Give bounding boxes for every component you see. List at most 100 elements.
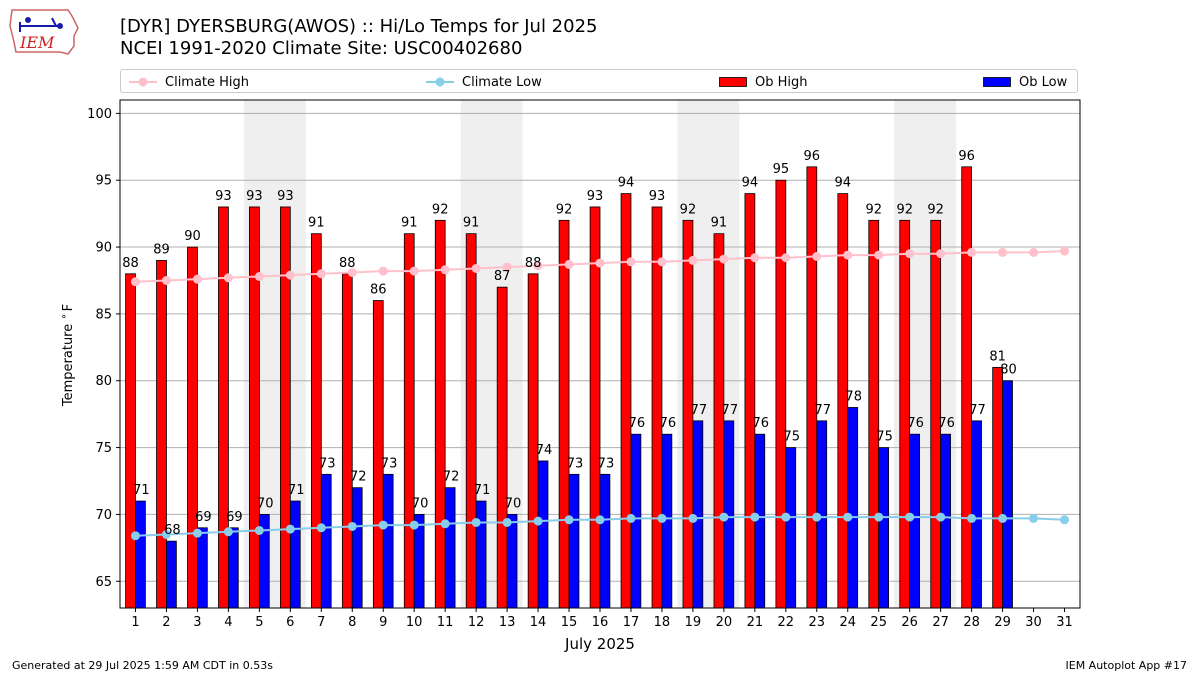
bar-ob-high-day-15: [558, 219, 570, 609]
label-ob-high-day-11: 92: [432, 202, 449, 217]
y-tick-label-75: 75: [95, 441, 112, 456]
climate-low-point-day-10: [409, 520, 419, 530]
bar-ob-low-day-22: [785, 447, 797, 609]
label-ob-low-day-9: 73: [381, 456, 398, 471]
label-ob-high-day-18: 93: [649, 189, 666, 204]
climate-low-point-day-20: [719, 512, 729, 522]
y-axis-label: Temperature ∘F: [59, 304, 76, 407]
legend-ob-low-label: Ob Low: [1019, 74, 1068, 90]
x-tick-label-17: 17: [623, 615, 640, 630]
bar-ob-high-day-11: [434, 219, 446, 609]
climate-lines: [130, 246, 1070, 541]
label-ob-low-day-13: 70: [505, 496, 522, 511]
bar-ob-low-day-1: [135, 500, 146, 609]
climate-low-point-day-12: [471, 517, 481, 527]
title-line-1: [DYR] DYERSBURG(AWOS) :: Hi/Lo Temps for…: [120, 16, 598, 37]
label-ob-high-day-7: 91: [308, 216, 325, 231]
bar-ob-low-day-11: [444, 487, 456, 609]
iem-logo: IEM: [9, 9, 79, 55]
label-ob-low-day-11: 72: [443, 470, 460, 485]
label-ob-low-day-19: 77: [691, 403, 708, 418]
x-tick-label-3: 3: [193, 615, 201, 630]
legend-ob-high: Ob High: [719, 73, 808, 91]
label-ob-low-day-16: 73: [598, 456, 615, 471]
label-ob-low-day-1: 71: [133, 483, 150, 498]
climate-low-point-day-24: [843, 512, 853, 522]
climate-high-point-day-11: [440, 265, 450, 275]
label-ob-high-day-28: 96: [958, 149, 975, 164]
bar-ob-high-day-7: [310, 233, 322, 609]
legend-ob-low: Ob Low: [983, 73, 1067, 91]
x-tick-label-18: 18: [654, 615, 671, 630]
label-ob-low-day-4: 69: [226, 510, 243, 525]
label-ob-high-day-19: 92: [680, 202, 697, 217]
x-tick-label-25: 25: [870, 615, 887, 630]
label-ob-high-day-8: 88: [339, 256, 356, 271]
climate-low-point-day-31: [1060, 515, 1070, 525]
bar-ob-high-day-29: [992, 366, 1003, 609]
x-tick-label-28: 28: [963, 615, 980, 630]
climate-high-point-day-20: [719, 254, 729, 264]
climate-high-point-day-28: [967, 247, 977, 257]
climate-low-point-day-4: [223, 527, 233, 537]
climate-low-point-day-2: [161, 529, 171, 539]
x-tick-label-12: 12: [468, 615, 485, 630]
bar-ob-high-day-1: [125, 273, 136, 609]
climate-high-point-day-18: [657, 257, 667, 267]
bar-ob-high-day-26: [899, 219, 911, 609]
label-ob-high-day-29: 81: [989, 349, 1006, 364]
label-ob-high-day-17: 94: [618, 176, 635, 191]
label-ob-low-day-28: 77: [969, 403, 986, 418]
x-tick-label-5: 5: [255, 615, 263, 630]
bar-ob-low-day-25: [878, 447, 890, 609]
climate-low-point-day-6: [285, 524, 295, 534]
climate-low-point-day-3: [192, 528, 202, 538]
bar-ob-low-day-6: [289, 500, 301, 609]
climate-high-point-day-17: [626, 257, 636, 267]
x-tick-label-8: 8: [348, 615, 356, 630]
bar-ob-high-day-22: [775, 179, 787, 609]
climate-high-point-day-5: [254, 271, 264, 281]
label-ob-low-day-25: 75: [876, 430, 893, 445]
label-ob-low-day-8: 72: [350, 470, 367, 485]
app-id: IEM Autoplot App #17: [1065, 659, 1188, 672]
label-ob-high-day-14: 88: [525, 256, 542, 271]
label-ob-high-day-5: 93: [246, 189, 263, 204]
x-tick-label-30: 30: [1025, 615, 1042, 630]
climate-high-point-day-21: [750, 253, 760, 263]
climate-low-point-day-7: [316, 523, 326, 533]
climate-low-point-day-29: [998, 513, 1008, 523]
label-ob-high-day-16: 93: [587, 189, 604, 204]
y-tick-label-90: 90: [95, 241, 112, 256]
bar-ob-low-day-29: [1002, 380, 1013, 609]
bar-ob-high-day-13: [496, 286, 508, 609]
climate-low-point-day-17: [626, 513, 636, 523]
bar-ob-high-day-23: [806, 166, 818, 609]
x-tick-label-6: 6: [286, 615, 294, 630]
climate-high-point-day-9: [378, 266, 388, 276]
bar-ob-high-day-3: [187, 246, 198, 609]
label-ob-low-day-15: 73: [567, 456, 584, 471]
climate-high-point-day-22: [781, 253, 791, 263]
label-ob-low-day-5: 70: [257, 496, 274, 511]
x-tick-label-15: 15: [561, 615, 578, 630]
generated-timestamp: Generated at 29 Jul 2025 1:59 AM CDT in …: [12, 659, 273, 672]
legend-ob-low-swatch: [983, 77, 1011, 87]
bar-ob-low-day-4: [227, 527, 239, 609]
climate-low-point-day-14: [533, 516, 543, 526]
x-tick-label-26: 26: [901, 615, 918, 630]
bar-ob-low-day-16: [599, 473, 611, 609]
label-ob-high-day-3: 90: [184, 229, 201, 244]
x-tick-label-10: 10: [406, 615, 423, 630]
climate-high-point-day-14: [533, 261, 543, 271]
climate-low-point-day-27: [936, 512, 946, 522]
label-ob-low-day-6: 71: [288, 483, 305, 498]
label-ob-low-day-27: 76: [938, 416, 955, 431]
y-tick-label-65: 65: [95, 575, 112, 590]
legend-climate-high-swatch: [129, 77, 157, 87]
bar-ob-low-day-2: [166, 540, 177, 609]
label-ob-high-day-15: 92: [556, 202, 573, 217]
label-ob-low-day-23: 77: [814, 403, 831, 418]
climate-low-point-day-19: [688, 513, 698, 523]
